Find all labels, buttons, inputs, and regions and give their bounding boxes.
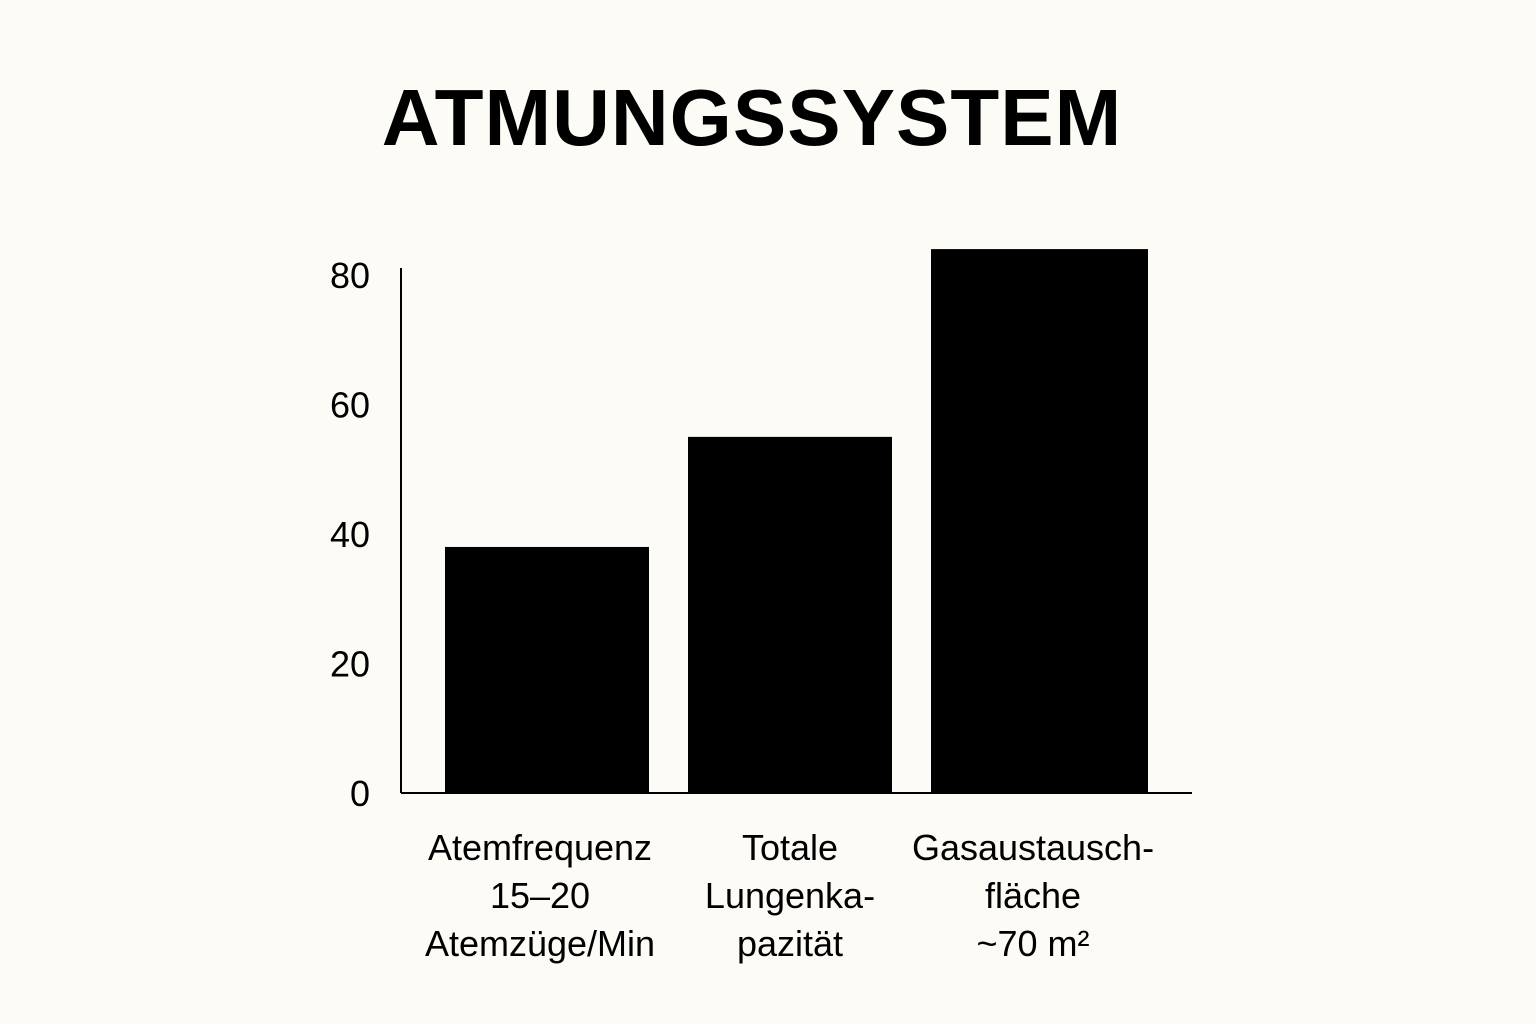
y-tick-labels: 0 20 40 60 80 <box>330 255 370 814</box>
category-label-3-line-3: ~70 m² <box>976 923 1089 964</box>
bars <box>445 249 1148 794</box>
category-label-1-line-2: 15–20 <box>490 875 590 916</box>
category-label-3-line-1: Gasaustausch- <box>912 827 1154 868</box>
y-tick-label-80: 80 <box>330 255 370 296</box>
category-label-2-line-3: pazität <box>737 923 843 964</box>
category-label-2-line-2: Lungenka- <box>705 875 875 916</box>
y-tick-label-0: 0 <box>350 773 370 814</box>
y-tick-label-40: 40 <box>330 514 370 555</box>
category-labels: Atemfrequenz 15–20 Atemzüge/Min Totale Lunge… <box>425 827 1154 964</box>
y-tick-label-20: 20 <box>330 644 370 685</box>
chart-title: ATMUNGSSYSTEM <box>381 73 1123 162</box>
category-label-1-line-3: Atemzüge/Min <box>425 923 655 964</box>
bar-3 <box>931 249 1148 794</box>
category-label-2-line-1: Totale <box>742 827 838 868</box>
category-label-1-line-1: Atemfrequenz <box>428 827 652 868</box>
bar-2 <box>688 436 892 793</box>
y-tick-label-60: 60 <box>330 385 370 426</box>
category-label-3-line-2: fläche <box>985 875 1081 916</box>
bar-1 <box>445 546 649 793</box>
